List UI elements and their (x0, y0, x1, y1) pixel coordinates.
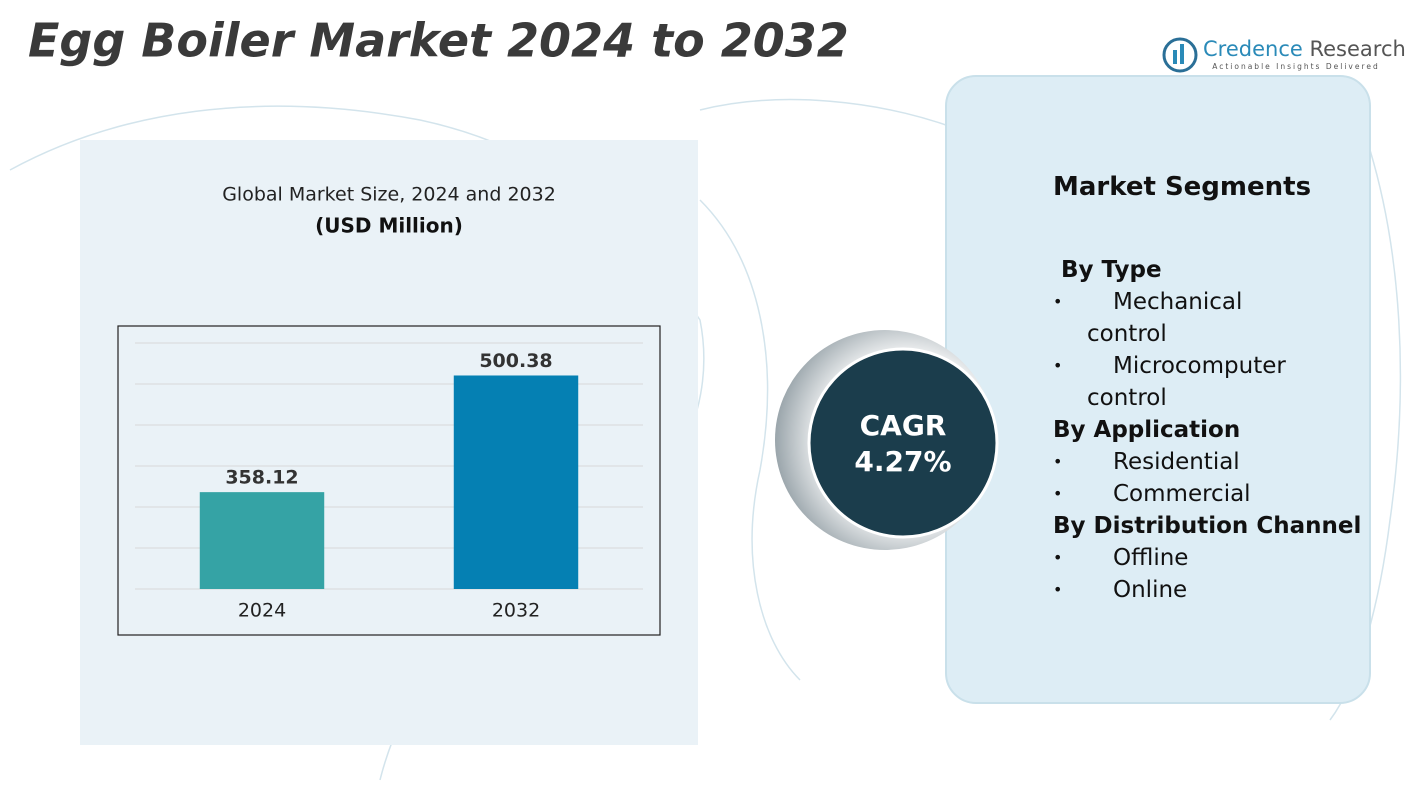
chart-panel (80, 140, 698, 745)
data-label: 500.38 (479, 350, 552, 372)
segments-title: Market Segments (1053, 172, 1312, 202)
cagr-value: 4.27% (854, 445, 951, 478)
bar (199, 492, 325, 589)
chart-subtitle: (USD Million) (315, 214, 463, 238)
segment-heading: By Distribution Channel (1053, 513, 1362, 539)
segment-item: Microcomputer control (1053, 350, 1322, 414)
cagr-circle (807, 347, 999, 539)
segment-item: Mechanical control (1053, 286, 1322, 350)
chart-title: Global Market Size, 2024 and 2032 (222, 184, 556, 206)
bar (453, 375, 579, 589)
x-tick-label: 2032 (492, 600, 540, 622)
chart-frame (117, 325, 661, 636)
logo-icon (1162, 37, 1198, 73)
cagr-label: CAGR (860, 409, 947, 442)
segment-item: Offline (1053, 542, 1322, 574)
segments: Market Segments By Type Mechanical contro… (1053, 172, 1363, 606)
segment-item: Residential (1053, 446, 1322, 478)
data-label: 358.12 (225, 467, 298, 489)
logo-bar (1180, 44, 1184, 64)
logo-word: Research (1309, 37, 1405, 61)
segment-heading: By Type (1061, 257, 1162, 283)
logo-tagline: Actionable Insights Delivered (1212, 62, 1380, 71)
logo-text: Credence Research (1203, 37, 1406, 61)
segment-heading: By Application (1053, 417, 1241, 443)
page-title: Egg Boiler Market 2024 to 2032 (28, 14, 849, 68)
x-tick-label: 2024 (238, 600, 286, 622)
segment-item: Commercial (1053, 478, 1322, 510)
segment-item: Online (1053, 574, 1322, 606)
logo-bar (1173, 50, 1177, 64)
logo-word: Credence (1203, 37, 1303, 61)
